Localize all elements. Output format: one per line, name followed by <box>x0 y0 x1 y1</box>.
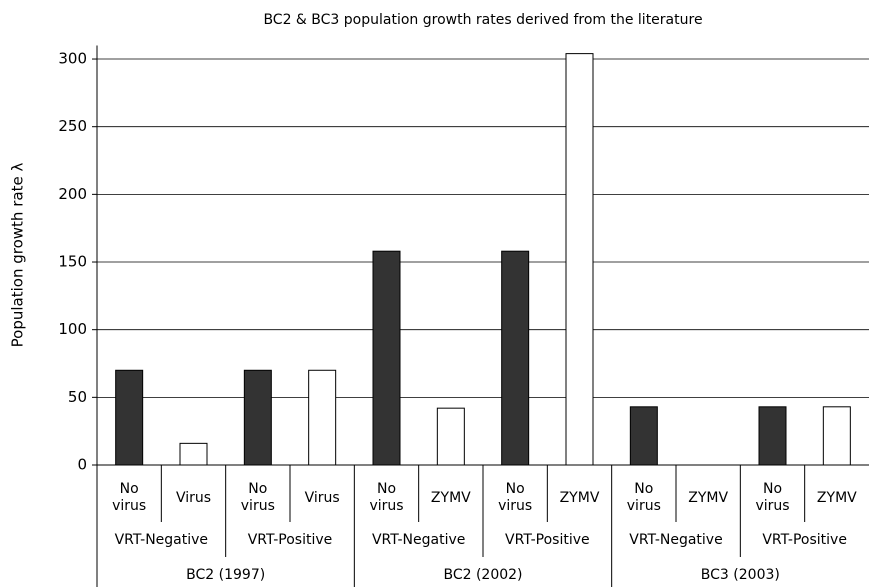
x-tick-label: ZYMV <box>688 489 729 506</box>
bar <box>501 250 530 466</box>
x-tick-label: No virus <box>498 481 533 514</box>
x-tick-label: No virus <box>112 481 147 514</box>
group-label: BC2 (1997) <box>186 566 266 583</box>
bar <box>565 53 594 466</box>
bar <box>436 407 465 466</box>
bar <box>179 442 208 466</box>
bar <box>822 406 851 466</box>
y-tick-label: 100 <box>58 320 87 338</box>
subgroup-label: VRT-Negative <box>371 531 466 548</box>
y-tick-label: 300 <box>58 50 87 68</box>
y-tick-label: 200 <box>58 185 87 203</box>
subgroup-label: VRT-Positive <box>247 531 333 548</box>
x-tick-label: No virus <box>240 481 275 514</box>
group-label: BC3 (2003) <box>700 566 780 583</box>
bar <box>115 369 144 466</box>
bar <box>372 250 401 466</box>
bar <box>243 369 272 466</box>
group-label: BC2 (2002) <box>443 566 523 583</box>
x-tick-label: ZYMV <box>430 489 471 506</box>
x-tick-label: Virus <box>175 489 212 506</box>
bar <box>758 406 787 466</box>
y-tick-label: 50 <box>68 388 87 406</box>
y-axis-label: Population growth rate λ <box>9 163 27 348</box>
x-tick-label: No virus <box>626 481 661 514</box>
subgroup-label: VRT-Positive <box>762 531 847 548</box>
y-tick-label: 150 <box>58 253 87 271</box>
bar <box>308 369 337 466</box>
x-tick-label: No virus <box>369 481 404 514</box>
x-tick-label: No virus <box>755 481 790 514</box>
subgroup-label: VRT-Negative <box>629 531 723 548</box>
bar <box>629 406 658 466</box>
x-tick-label: Virus <box>304 489 340 506</box>
y-tick-label: 0 <box>77 456 87 474</box>
y-tick-label: 250 <box>58 117 87 135</box>
subgroup-label: VRT-Negative <box>114 531 209 548</box>
x-tick-label: ZYMV <box>816 489 857 506</box>
subgroup-label: VRT-Positive <box>505 531 590 548</box>
x-tick-label: ZYMV <box>559 489 600 506</box>
chart-title: BC2 & BC3 population growth rates derive… <box>263 12 702 28</box>
